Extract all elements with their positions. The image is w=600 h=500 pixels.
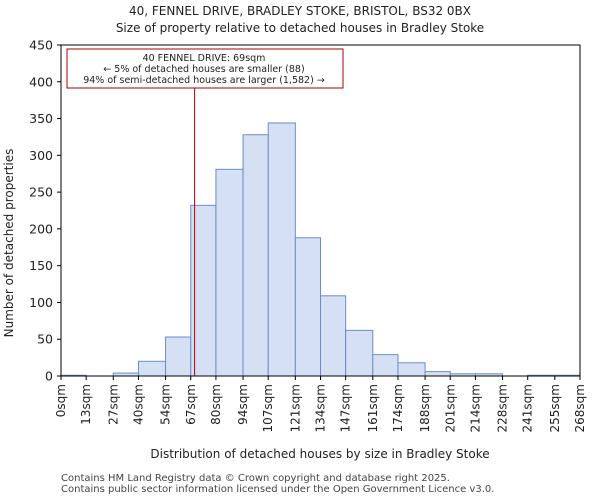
x-tick-label-7: 94sqm (236, 384, 250, 425)
x-tick-label-0: 0sqm (54, 384, 68, 417)
histogram-bar-9 (294, 237, 321, 377)
histogram-bar-13 (397, 362, 426, 377)
bars-group (60, 122, 581, 377)
y-tick-label-2: 100 (29, 295, 53, 310)
histogram-bar-11 (345, 329, 374, 377)
histogram-bar-6 (215, 168, 244, 377)
x-tick-label-10: 134sqm (314, 384, 328, 432)
x-tick-label-16: 214sqm (468, 384, 482, 432)
histogram-bar-12 (372, 354, 399, 377)
annotation-line-1: 40 FENNEL DRIVE: 69sqm (143, 53, 266, 64)
x-tick-label-9: 121sqm (288, 384, 302, 432)
x-tick-label-18: 241sqm (521, 384, 535, 432)
x-tick-label-15: 201sqm (443, 384, 457, 432)
x-tick-label-8: 107sqm (261, 384, 275, 432)
x-tick-label-5: 67sqm (184, 384, 198, 425)
annotation-box (66, 48, 344, 89)
x-tick-label-19: 255sqm (548, 384, 562, 432)
histogram-bar-10 (320, 295, 347, 377)
annotation-line-2: ← 5% of detached houses are smaller (88) (103, 64, 304, 75)
plot-frame (60, 44, 581, 377)
x-tick-label-12: 161sqm (366, 384, 380, 432)
x-tick-label-6: 80sqm (209, 384, 223, 425)
chart-title: 40, FENNEL DRIVE, BRADLEY STOKE, BRISTOL… (129, 4, 471, 18)
x-tick-label-3: 40sqm (131, 384, 145, 425)
annotation-line-3: 94% of semi-detached houses are larger (… (83, 75, 325, 86)
x-axis-label: Distribution of detached houses by size … (150, 447, 489, 461)
footer-line-2: Contains public sector information licen… (61, 484, 495, 495)
x-tick-label-11: 147sqm (339, 384, 353, 432)
x-tick-label-17: 228sqm (496, 384, 510, 432)
y-tick-label-9: 450 (29, 38, 53, 53)
histogram-bar-3 (137, 360, 167, 377)
x-axis: 0sqm 13sqm 27sqm 40sqm 54sqm 67sqm 80sqm 94sqm 1… (54, 376, 587, 432)
footer-line-1: Contains HM Land Registry data © Crown c… (61, 473, 450, 484)
x-tick-label-2: 27sqm (106, 384, 120, 425)
x-tick-label-1: 13sqm (79, 384, 93, 425)
y-tick-label-7: 350 (29, 111, 53, 126)
y-tick-label-8: 400 (29, 74, 53, 89)
y-axis: 0 50 100 150 200 250 300 350 400 450 (29, 38, 61, 384)
y-tick-label-5: 250 (29, 185, 53, 200)
x-tick-label-4: 54sqm (159, 384, 173, 425)
y-tick-label-0: 0 (45, 369, 53, 384)
y-axis-label: Number of detached properties (2, 149, 16, 338)
y-tick-label-1: 50 (37, 332, 53, 347)
y-tick-label-6: 300 (29, 148, 53, 163)
chart-subtitle: Size of property relative to detached ho… (116, 21, 484, 35)
histogram-bar-4 (165, 336, 192, 377)
x-tick-label-14: 188sqm (418, 384, 432, 432)
x-tick-label-20: 268sqm (573, 384, 587, 432)
x-tick-label-13: 174sqm (391, 384, 405, 432)
y-tick-label-3: 150 (29, 258, 53, 273)
histogram-bar-7 (242, 134, 269, 377)
histogram-bar-14 (424, 371, 451, 377)
histogram-bar-8 (267, 122, 296, 377)
y-tick-label-4: 200 (29, 221, 53, 236)
